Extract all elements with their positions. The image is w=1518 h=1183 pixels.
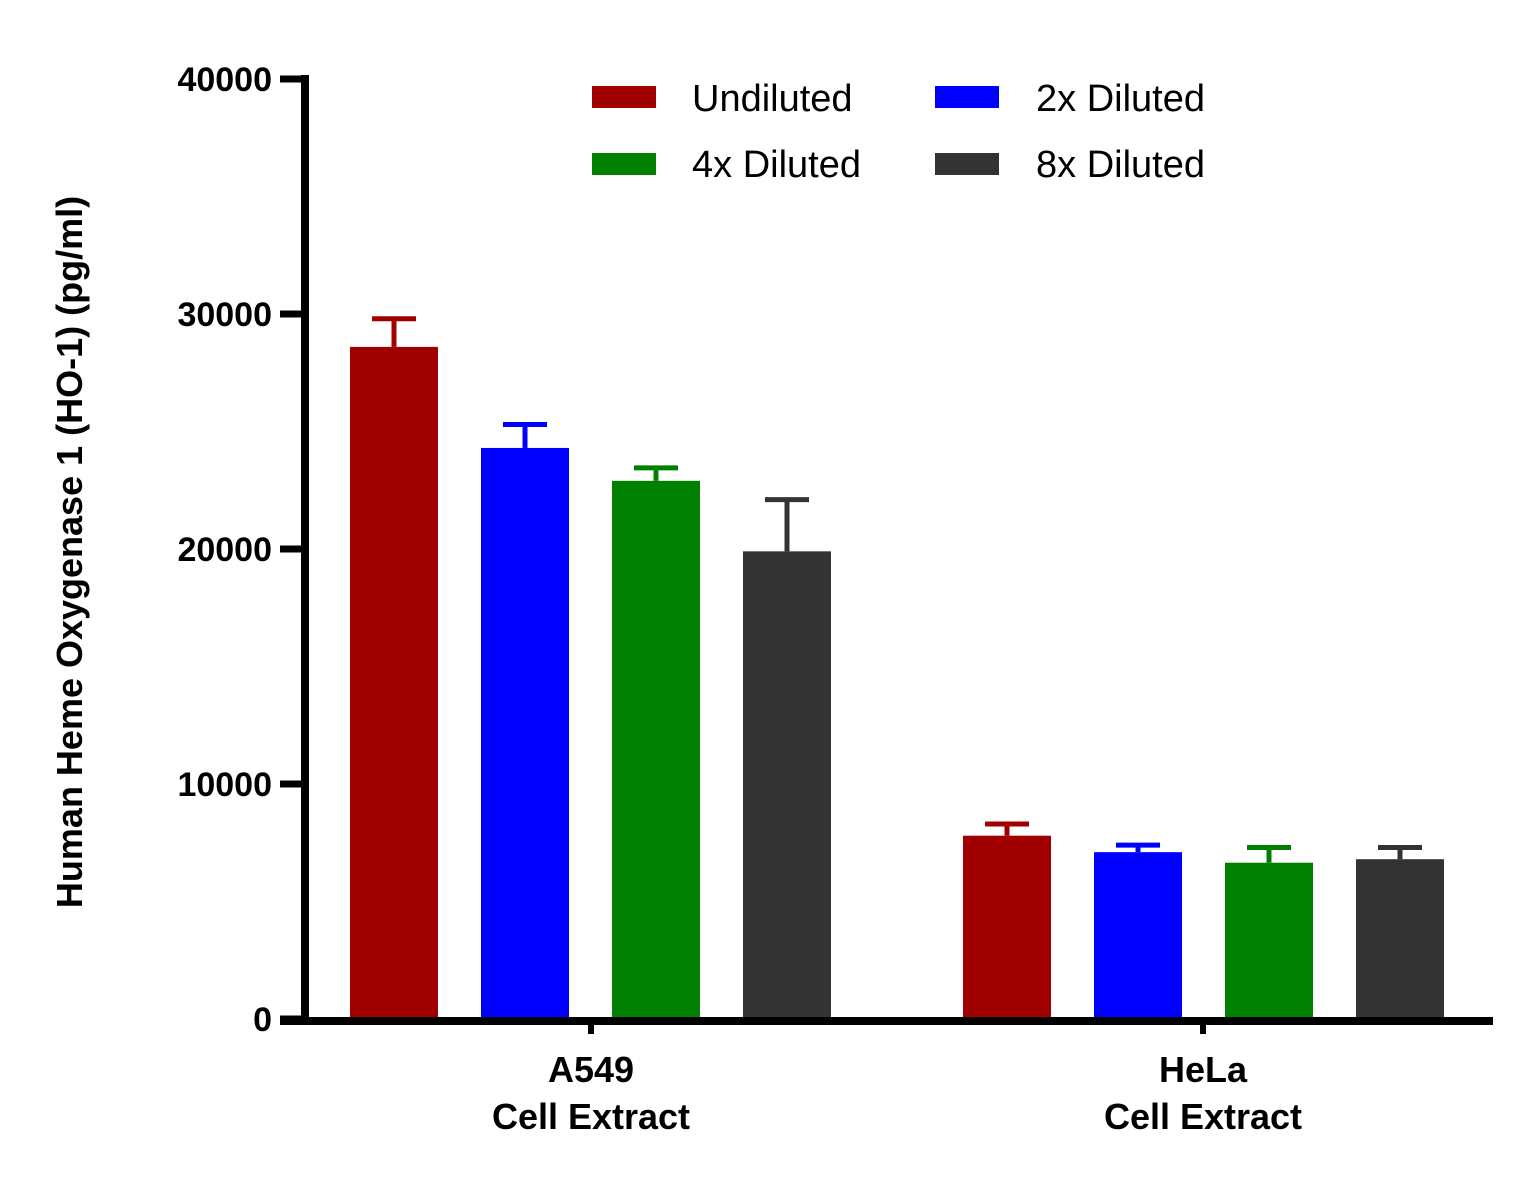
legend-swatch <box>592 153 656 175</box>
y-axis-title: Human Heme Oxygenase 1 (HO-1) (pg/ml) <box>49 196 90 908</box>
x-category-sublabel: Cell Extract <box>1104 1096 1302 1137</box>
legend-label: Undiluted <box>692 78 853 120</box>
bar <box>1225 862 1313 1019</box>
legend: Undiluted 2x Diluted 4x Diluted 8x Diluted <box>592 78 1205 186</box>
bars-layer <box>350 316 1444 1020</box>
y-tick-label: 10000 <box>177 766 272 804</box>
y-ticks: 0 10000 20000 30000 40000 <box>177 61 305 1039</box>
bar <box>481 447 569 1019</box>
legend-label: 2x Diluted <box>1036 78 1205 120</box>
legend-swatch <box>935 86 999 108</box>
legend-swatch <box>592 86 656 108</box>
y-tick-label: 20000 <box>177 531 272 569</box>
y-tick-label: 0 <box>253 1001 272 1039</box>
bar <box>963 835 1051 1019</box>
legend-label: 8x Diluted <box>1036 144 1205 186</box>
bar <box>1094 852 1182 1019</box>
legend-label: 4x Diluted <box>692 144 861 186</box>
bar <box>350 346 438 1019</box>
x-category-label: A549 <box>548 1049 634 1090</box>
x-category-sublabel: Cell Extract <box>492 1096 690 1137</box>
x-ticks: A549 Cell Extract HeLa Cell Extract <box>492 1021 1302 1137</box>
legend-swatch <box>935 153 999 175</box>
bar <box>743 551 831 1019</box>
y-tick-label: 40000 <box>177 61 272 99</box>
y-tick-label: 30000 <box>177 296 272 334</box>
x-category-label: HeLa <box>1159 1049 1248 1090</box>
bar <box>1356 859 1444 1019</box>
bar <box>612 480 700 1020</box>
